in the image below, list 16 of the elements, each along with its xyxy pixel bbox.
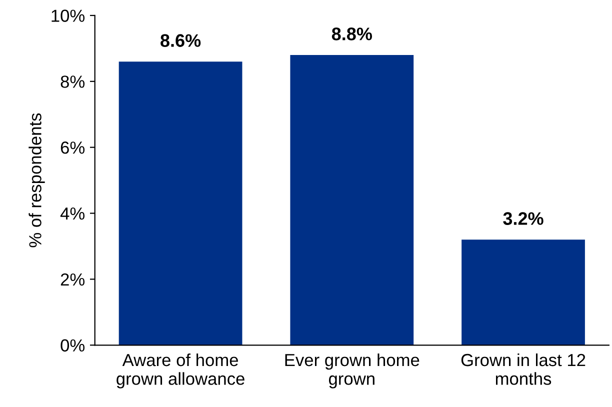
data-label: 8.8% [332, 28, 372, 40]
y-tick-label: 0% [60, 339, 85, 352]
data-label: 3.2% [503, 212, 544, 225]
y-tick-label: 4% [60, 208, 85, 220]
x-tick-label: Ever grown home grown [285, 353, 420, 388]
y-tick-label: 10% [52, 10, 85, 22]
y-tick-label: 8% [60, 76, 85, 88]
y-tick-label: 6% [60, 142, 85, 154]
x-tick-label: Grown in last 12 months [461, 353, 586, 385]
bar [118, 62, 242, 346]
data-label: 8.6% [160, 34, 201, 47]
y-axis-title: % of respondents [28, 113, 45, 248]
y-tick-label: 2% [60, 273, 85, 286]
x-tick-label: Aware of home grown allowance [116, 353, 244, 388]
bar [462, 240, 585, 346]
bar [290, 55, 414, 346]
